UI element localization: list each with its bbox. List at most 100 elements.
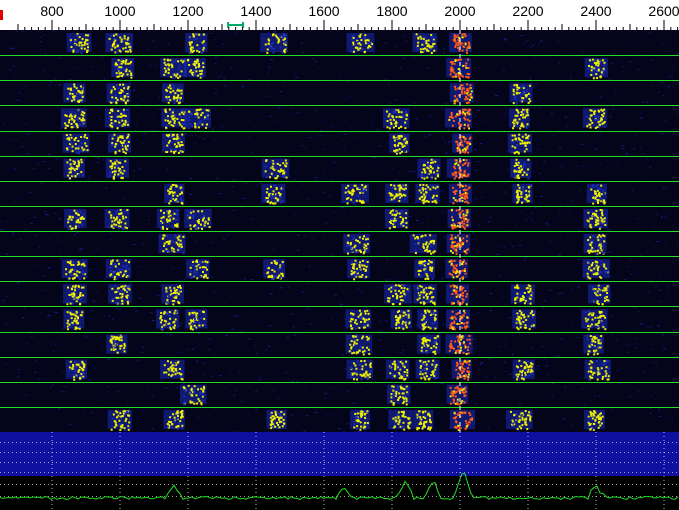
signal-pixel	[108, 111, 111, 114]
signal-pixel	[452, 39, 455, 42]
waterfall-graphic[interactable]	[0, 30, 679, 432]
signal-pixel	[355, 239, 358, 242]
noise-speckle	[611, 334, 614, 336]
signal-pixel	[587, 267, 590, 270]
signal-pixel	[122, 150, 125, 153]
noise-speckle	[39, 246, 41, 248]
noise-speckle	[64, 386, 68, 388]
signal-pixel	[171, 73, 174, 76]
noise-speckle	[314, 179, 318, 181]
signal-pixel	[462, 269, 465, 272]
noise-speckle	[570, 200, 573, 202]
noise-speckle	[584, 103, 588, 105]
signal-pixel	[392, 295, 395, 298]
signal-pixel	[268, 193, 271, 196]
signal-pixel	[115, 74, 118, 77]
signal-pixel	[68, 323, 71, 326]
signal-pixel	[595, 221, 598, 224]
signal-pixel	[114, 270, 117, 273]
noise-speckle	[196, 329, 199, 331]
signal-pixel	[109, 175, 112, 178]
signal-pixel	[461, 144, 464, 147]
noise-speckle	[301, 291, 304, 293]
noise-speckle	[480, 362, 482, 364]
signal-pixel	[602, 67, 605, 70]
noise-speckle	[415, 140, 418, 142]
signal-pixel	[453, 165, 456, 168]
noise-speckle	[326, 45, 330, 47]
signal-pixel	[70, 166, 73, 169]
signal-pixel	[462, 237, 465, 240]
noise-speckle	[132, 89, 136, 91]
noise-speckle	[626, 351, 629, 353]
signal-pixel	[179, 239, 182, 242]
noise-speckle	[17, 155, 20, 157]
signal-pixel	[449, 273, 452, 276]
signal-pixel	[125, 70, 128, 73]
noise-speckle	[562, 415, 564, 417]
signal-pixel	[390, 219, 393, 222]
noise-speckle	[343, 318, 346, 320]
signal-pixel	[597, 265, 600, 268]
signal-pixel	[456, 140, 459, 143]
signal-pixel	[435, 201, 438, 204]
signal-pixel	[178, 145, 181, 148]
signal-pixel	[451, 172, 454, 175]
signal-pixel	[124, 272, 127, 275]
signal-pixel	[455, 275, 458, 278]
signal-pixel	[600, 184, 603, 187]
rx-frequency-marker[interactable]	[0, 10, 3, 20]
noise-speckle	[618, 329, 621, 331]
signal-pixel	[525, 109, 528, 112]
frequency-scale[interactable]: 800 1000 1200 1400 1600 1800 2000 2200 2400 2600	[0, 0, 679, 31]
signal-pixel	[121, 136, 124, 139]
signal-pixel	[466, 224, 469, 227]
noise-speckle	[151, 428, 155, 430]
noise-speckle	[667, 86, 671, 88]
noise-speckle	[502, 115, 506, 117]
signal-pixel	[69, 225, 72, 228]
noise-speckle	[5, 253, 9, 255]
signal-pixel	[449, 285, 452, 288]
noise-speckle	[391, 168, 394, 170]
signal-pixel	[117, 75, 120, 78]
signal-pixel	[461, 108, 464, 111]
frequency-scale-graphic[interactable]: 800 1000 1200 1400 1600 1800 2000 2200 2400 2600	[0, 0, 679, 30]
noise-speckle	[605, 172, 607, 174]
noise-speckle	[297, 249, 300, 251]
signal-pixel	[464, 42, 467, 45]
signal-pixel	[590, 114, 593, 117]
signal-pixel	[270, 160, 273, 163]
signal-pixel	[423, 271, 426, 274]
signal-pixel	[600, 260, 603, 263]
signal-pixel	[454, 85, 457, 88]
signal-pixel	[353, 184, 356, 187]
signal-pixel	[395, 193, 398, 196]
signal-pixel	[516, 189, 519, 192]
signal-pixel	[351, 190, 354, 193]
signal-pixel	[452, 197, 455, 200]
signal-pixel	[463, 259, 466, 262]
signal-pixel	[73, 269, 76, 272]
signal-pixel	[126, 285, 129, 288]
signal-pixel	[71, 293, 74, 296]
noise-speckle	[101, 159, 105, 161]
waterfall-display[interactable]	[0, 30, 679, 432]
signal-pixel	[127, 287, 130, 290]
signal-pixel	[594, 199, 597, 202]
signal-pixel	[451, 70, 454, 73]
signal-pixel	[606, 267, 609, 270]
signal-pixel	[193, 69, 196, 72]
noise-speckle	[303, 183, 305, 185]
signal-pixel	[388, 199, 391, 202]
tx-frequency-marker[interactable]	[227, 22, 245, 28]
signal-pixel	[111, 127, 114, 130]
signal-pixel	[524, 110, 527, 113]
noise-speckle	[104, 278, 107, 280]
noise-speckle	[267, 73, 270, 75]
noise-speckle	[536, 365, 540, 367]
signal-pixel	[460, 302, 463, 305]
signal-pixel	[427, 262, 430, 265]
signal-pixel	[430, 177, 433, 180]
signal-pixel	[591, 286, 594, 289]
